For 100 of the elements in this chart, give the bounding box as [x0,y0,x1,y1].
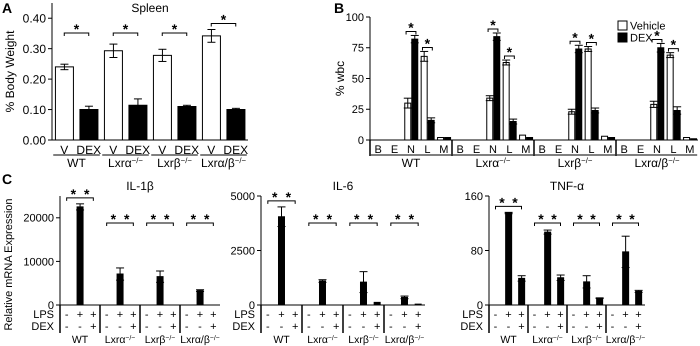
text: B [334,0,344,16]
y-tick-label: 80 [470,245,483,258]
text: WT [500,334,518,346]
significance-bracket: * * [146,211,174,227]
x-tick-label: L [506,144,512,156]
x-tick-label: + + [374,308,380,333]
chart-title: TNF-α [550,179,584,193]
annotation: * [499,194,506,210]
x-tick-label: M [603,144,612,156]
y-tick-label: 10000 [23,256,54,268]
x-tick-label: - - [532,308,537,333]
text: Lxrα$^{−/−}$ [307,334,338,346]
x-tick-label: + - [76,308,84,333]
annotation: * [490,16,496,33]
x-tick-label: - - [572,308,576,333]
text: Lxrα/β$^{−/−}$ [200,156,246,170]
annotation: * [368,211,374,227]
significance-bracket: * * [186,211,214,227]
text: A [2,0,12,16]
significance-bracket: * * [267,188,296,205]
y-tick-label: 0 [358,134,364,147]
x-tick-label: DEX [174,142,200,157]
significance-bracket: * [422,35,433,52]
annotation: * [506,44,513,60]
significance-bracket: * * [612,211,639,227]
annotation: * [538,211,544,227]
y-tick-label: 0.00 [22,133,46,148]
significance-bracket: * * [390,211,419,227]
significance-bracket: * [112,21,138,37]
x-tick-label: + + [170,308,177,333]
text: Lxrα$^{−/−}$ [108,156,144,170]
annotation: * [408,19,414,36]
x-tick-label: - - [388,308,393,333]
y-tick-label: 20000 [23,212,54,225]
x-tick-label: M [685,144,694,156]
text: WT [67,156,86,170]
x-tick-label: + + [414,308,422,333]
text: Lxrβ$^{−/−}$ [571,334,602,346]
y-axis-title: % wbc [333,60,347,96]
y-tick-label: 100 [346,12,364,24]
annotation: * [354,211,360,227]
text: WT [402,156,421,170]
annotation: * [74,21,80,37]
x-tick-label: + + [130,308,137,333]
annotation: * [124,211,130,227]
annotation: * [84,186,90,202]
annotation: * [272,188,278,205]
annotation: * [572,29,578,46]
x-tick-label: N [407,144,416,156]
legend-label: DEX [630,32,654,44]
text: Lxrα/β$^{−/−}$ [634,156,680,170]
x-tick-label: - - [610,308,615,333]
y-tick-label: 0.20 [22,72,46,86]
annotation: * [551,211,558,227]
chart-title: IL-6 [332,179,354,193]
annotation: * [204,211,210,227]
x-tick-label: - - [306,308,311,333]
x-tick-label: + - [505,308,512,333]
annotation: * [150,211,157,227]
annotation: * [172,21,178,37]
x-tick-label: + + [557,308,564,333]
x-axis-title: LPS DEX [31,308,55,333]
x-tick-label: + - [622,308,629,333]
x-tick-label: N [653,144,662,156]
significance-bracket: * [586,30,597,47]
significance-bracket: * * [573,211,600,227]
significance-bracket: * [504,44,515,60]
significance-bracket: * [488,17,498,33]
annotation: * [70,186,77,202]
x-tick-label: + - [360,308,367,333]
significance-bracket: * [668,36,679,53]
significance-bracket: * [210,11,236,28]
x-tick-label: DEX [76,142,102,157]
annotation: * [394,211,401,227]
x-tick-label: + - [583,308,590,333]
text: Lxrα/β$^{−/−}$ [606,334,646,346]
x-tick-label: L [424,144,430,156]
x-tick-label: + + [90,308,97,333]
text: Lxrα$^{−/−}$ [532,334,563,346]
x-tick-label: + - [278,308,285,333]
x-axis-title: LPS DEX [460,308,484,333]
x-tick-label: E [390,144,398,156]
significance-bracket: * * [106,211,134,227]
x-tick-label: V [109,142,118,157]
text: WT [72,334,89,346]
x-tick-label: DEX [125,142,150,157]
x-tick-label: B [456,144,464,156]
x-tick-label: + + [596,308,603,333]
y-tick-label: 160 [464,190,483,203]
x-tick-label: + + [518,308,525,333]
annotation: * [122,21,129,37]
text: Lxrβ$^{−/−}$ [144,334,176,346]
x-tick-label: E [472,144,480,156]
annotation: * [408,211,415,227]
significance-bracket: * [64,21,90,37]
annotation: * [588,30,595,47]
annotation: * [326,211,333,227]
x-tick-label: V [207,142,216,157]
annotation: * [164,211,170,227]
x-tick-label: B [374,144,382,156]
